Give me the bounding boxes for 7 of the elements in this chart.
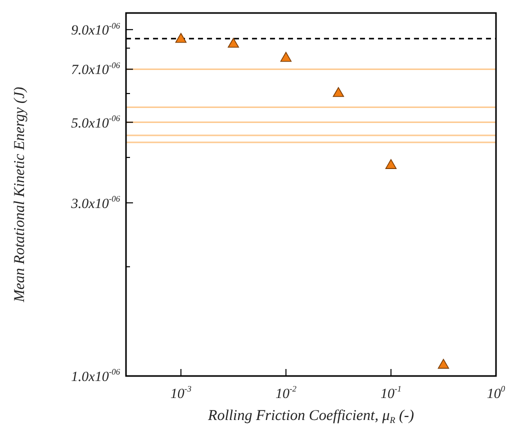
point bbox=[175, 32, 187, 43]
point bbox=[332, 87, 344, 97]
y-axis-title: Mean Rotational Kinetic Energy (J) bbox=[12, 86, 28, 304]
point bbox=[385, 159, 397, 169]
point bbox=[228, 38, 239, 48]
point bbox=[280, 52, 292, 62]
point bbox=[438, 358, 450, 369]
